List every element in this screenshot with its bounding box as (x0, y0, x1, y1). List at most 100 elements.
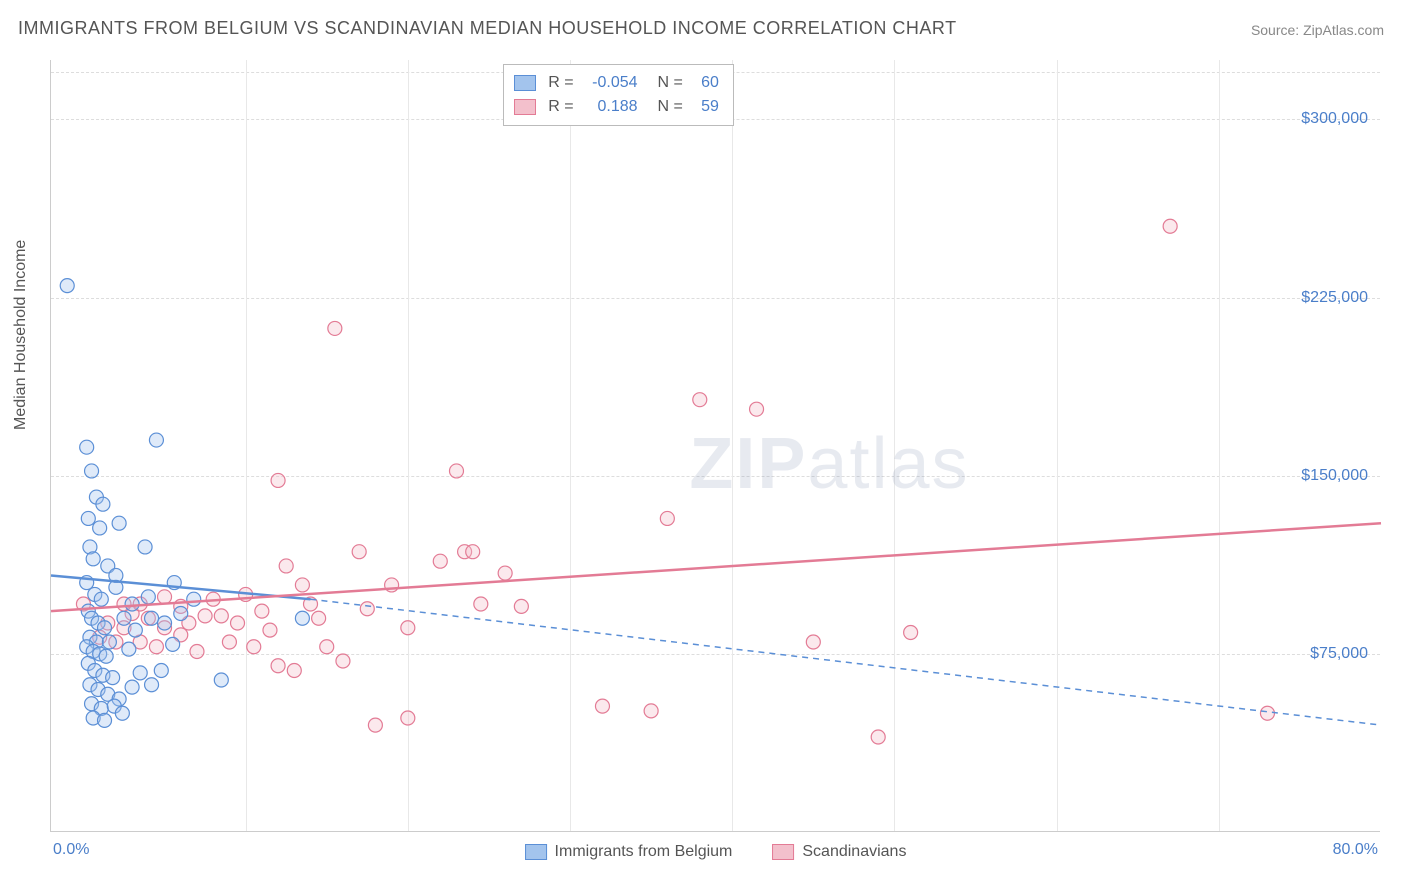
data-point (271, 659, 285, 673)
data-point (102, 635, 116, 649)
data-point (295, 611, 309, 625)
stat-n-label: N = (658, 71, 683, 95)
data-point (514, 599, 528, 613)
stat-r-label: R = (548, 95, 573, 119)
data-point (80, 440, 94, 454)
data-point (474, 597, 488, 611)
data-point (133, 666, 147, 680)
data-point (60, 279, 74, 293)
data-point (222, 635, 236, 649)
stat-r-label: R = (548, 71, 573, 95)
legend-stat-row: R = 0.188 N = 59 (514, 95, 719, 119)
series-legend: Immigrants from Belgium Scandinavians (525, 843, 907, 861)
data-point (904, 625, 918, 639)
data-point (263, 623, 277, 637)
stat-n-value: 59 (691, 95, 719, 119)
data-point (106, 671, 120, 685)
x-tick-max: 80.0% (1333, 841, 1378, 859)
data-point (806, 635, 820, 649)
data-point (145, 678, 159, 692)
data-point (81, 511, 95, 525)
stat-r-value: -0.054 (582, 71, 638, 95)
data-point (312, 611, 326, 625)
data-point (98, 713, 112, 727)
data-point (94, 592, 108, 606)
data-point (1260, 706, 1274, 720)
data-point (166, 637, 180, 651)
data-point (122, 642, 136, 656)
data-point (128, 623, 142, 637)
legend-item-belgium: Immigrants from Belgium (525, 843, 733, 861)
legend-label: Scandinavians (802, 843, 906, 861)
data-point (352, 545, 366, 559)
legend-stat-row: R = -0.054 N = 60 (514, 71, 719, 95)
swatch-icon (525, 844, 547, 860)
data-point (115, 706, 129, 720)
data-point (660, 511, 674, 525)
data-point (401, 711, 415, 725)
data-point (96, 497, 110, 511)
data-point (1163, 219, 1177, 233)
data-point (750, 402, 764, 416)
data-point (295, 578, 309, 592)
data-point (158, 590, 172, 604)
data-point (644, 704, 658, 718)
data-point (279, 559, 293, 573)
data-point (466, 545, 480, 559)
stat-n-value: 60 (691, 71, 719, 95)
data-point (693, 393, 707, 407)
data-point (138, 540, 152, 554)
data-point (231, 616, 245, 630)
data-point (498, 566, 512, 580)
data-point (255, 604, 269, 618)
trend-line (51, 523, 1381, 611)
data-point (328, 321, 342, 335)
plot-area: $75,000$150,000$225,000$300,000 ZIPatlas… (50, 60, 1380, 832)
data-point (433, 554, 447, 568)
data-point (99, 649, 113, 663)
data-point (154, 663, 168, 677)
x-tick-min: 0.0% (53, 841, 89, 859)
data-point (336, 654, 350, 668)
data-point (320, 640, 334, 654)
data-point (360, 602, 374, 616)
stat-r-value: 0.188 (582, 95, 638, 119)
data-point (214, 609, 228, 623)
legend-label: Immigrants from Belgium (555, 843, 733, 861)
trend-line-extrapolated (311, 599, 1381, 725)
data-point (187, 592, 201, 606)
data-point (198, 609, 212, 623)
data-point (85, 464, 99, 478)
data-point (174, 606, 188, 620)
data-point (149, 640, 163, 654)
data-point (149, 433, 163, 447)
swatch-icon (514, 99, 536, 115)
data-point (158, 616, 172, 630)
correlation-legend: R = -0.054 N = 60 R = 0.188 N = 59 (503, 64, 734, 126)
data-point (871, 730, 885, 744)
data-point (214, 673, 228, 687)
data-point (98, 621, 112, 635)
data-point (287, 663, 301, 677)
data-point (401, 621, 415, 635)
data-point (247, 640, 261, 654)
swatch-icon (514, 75, 536, 91)
data-point (271, 473, 285, 487)
scatter-chart (51, 60, 1380, 831)
data-point (93, 521, 107, 535)
source-label: Source: ZipAtlas.com (1251, 22, 1384, 38)
data-point (125, 597, 139, 611)
data-point (595, 699, 609, 713)
data-point (86, 552, 100, 566)
data-point (449, 464, 463, 478)
data-point (190, 644, 204, 658)
y-axis-title: Median Household Income (12, 240, 30, 430)
data-point (141, 590, 155, 604)
data-point (112, 516, 126, 530)
swatch-icon (772, 844, 794, 860)
page-title: IMMIGRANTS FROM BELGIUM VS SCANDINAVIAN … (18, 18, 957, 39)
data-point (145, 611, 159, 625)
stat-n-label: N = (658, 95, 683, 119)
data-point (368, 718, 382, 732)
data-point (125, 680, 139, 694)
